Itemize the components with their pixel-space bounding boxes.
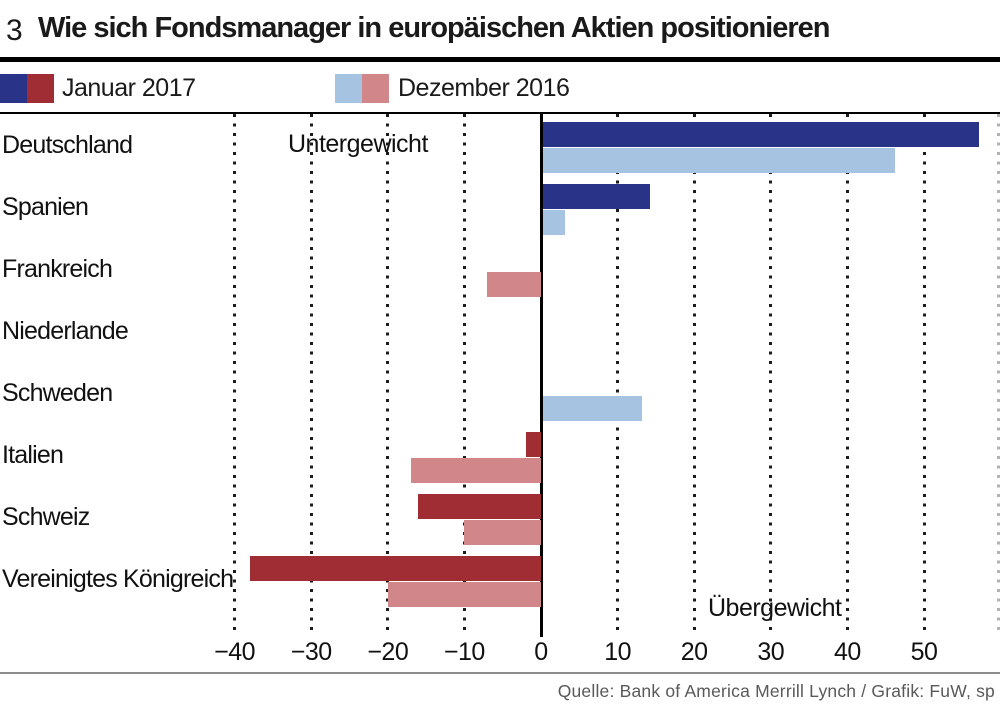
legend-swatch-pair bbox=[335, 74, 389, 103]
gridline-20 bbox=[692, 114, 696, 632]
x-tick-label: 40 bbox=[833, 638, 861, 666]
source-credit: Quelle: Bank of America Merrill Lynch / … bbox=[557, 681, 995, 701]
category-label: Deutschland bbox=[2, 131, 133, 159]
bar-dezember-4 bbox=[542, 395, 643, 421]
bar-januar-0 bbox=[542, 122, 980, 147]
legend-swatch-negative-icon bbox=[362, 74, 389, 103]
bar-dezember-6 bbox=[464, 519, 541, 545]
bar-dezember-7 bbox=[387, 581, 541, 607]
gridline--20 bbox=[386, 114, 390, 632]
legend-swatch-positive-icon bbox=[335, 74, 362, 103]
category-label: Niederlande bbox=[2, 317, 129, 345]
zero-axis-line bbox=[539, 114, 543, 637]
bar-januar-6 bbox=[418, 494, 541, 519]
title-rule bbox=[0, 57, 1000, 62]
plot-top-rule bbox=[0, 112, 1000, 114]
bar-dezember-1 bbox=[542, 209, 566, 235]
x-tick-label: −40 bbox=[214, 638, 256, 666]
chart-header: 3 Wie sich Fondsmanager in europäischen … bbox=[0, 10, 1000, 54]
figure-number: 3 bbox=[6, 14, 23, 47]
gridline-30 bbox=[769, 114, 773, 632]
gridline-50 bbox=[922, 114, 926, 632]
legend-swatch-negative-icon bbox=[27, 74, 54, 103]
x-tick-label: −10 bbox=[443, 638, 485, 666]
bar-dezember-5 bbox=[410, 457, 541, 483]
category-label: Italien bbox=[2, 441, 64, 469]
gridline-edge bbox=[997, 114, 1000, 632]
x-tick-label: −20 bbox=[367, 638, 409, 666]
gridline-10 bbox=[616, 114, 620, 632]
bar-januar-7 bbox=[249, 556, 541, 581]
legend-label: Dezember 2016 bbox=[398, 74, 570, 102]
category-label: Vereinigtes Königreich bbox=[2, 565, 234, 593]
gridline--40 bbox=[233, 114, 237, 632]
legend-swatch-pair bbox=[0, 74, 54, 103]
x-tick-label: 30 bbox=[757, 638, 785, 666]
gridline--30 bbox=[309, 114, 313, 632]
bar-januar-1 bbox=[542, 184, 650, 209]
gridline-40 bbox=[845, 114, 849, 632]
category-label: Schweden bbox=[2, 379, 113, 407]
bottom-rule bbox=[0, 672, 1000, 674]
x-tick-label: −30 bbox=[290, 638, 332, 666]
x-tick-label: 0 bbox=[534, 638, 548, 666]
uebergewicht-label: Übergewicht bbox=[698, 592, 852, 624]
legend-label: Januar 2017 bbox=[62, 74, 196, 102]
bar-dezember-2 bbox=[487, 271, 541, 297]
bar-januar-5 bbox=[525, 432, 541, 457]
category-label: Spanien bbox=[2, 193, 89, 221]
untergewicht-label: Untergewicht bbox=[278, 128, 438, 160]
bar-dezember-0 bbox=[542, 147, 895, 173]
page-title: Wie sich Fondsmanager in europäischen Ak… bbox=[38, 12, 830, 44]
legend-swatch-positive-icon bbox=[0, 74, 27, 103]
x-tick-label: 50 bbox=[910, 638, 938, 666]
x-tick-label: 20 bbox=[680, 638, 708, 666]
category-label: Schweiz bbox=[2, 503, 90, 531]
gridline--10 bbox=[462, 114, 466, 632]
category-label: Frankreich bbox=[2, 255, 113, 283]
x-tick-label: 10 bbox=[604, 638, 631, 666]
